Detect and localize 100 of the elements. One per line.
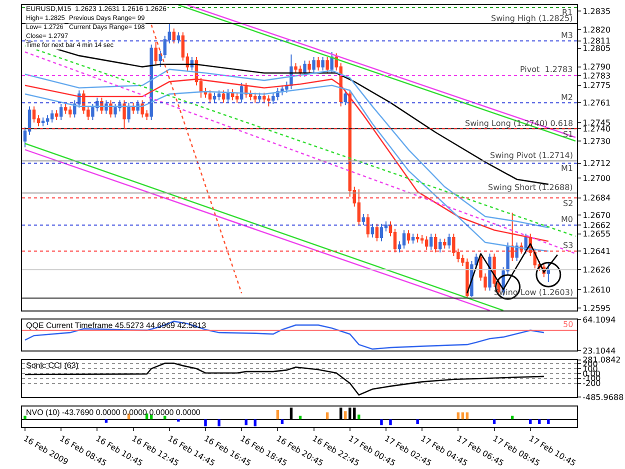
candlestick xyxy=(235,92,239,104)
bar xyxy=(466,412,469,420)
y-tick-label: 1.2835 xyxy=(582,6,611,16)
candlestick xyxy=(32,106,36,123)
bar xyxy=(326,412,329,420)
candlestick xyxy=(366,214,370,238)
bar xyxy=(276,410,280,420)
candlestick xyxy=(122,100,126,130)
candlestick xyxy=(127,102,130,123)
y-tick-label: 1.2805 xyxy=(582,44,611,54)
bar xyxy=(344,411,347,420)
candlestick xyxy=(41,117,45,127)
y-tick-label: 1.2684 xyxy=(582,194,611,203)
candlestick xyxy=(546,262,550,283)
candlestick xyxy=(212,92,216,104)
bar xyxy=(456,412,460,420)
candlestick xyxy=(402,230,406,250)
candlestick xyxy=(104,100,108,114)
candlestick xyxy=(370,223,374,238)
candlestick xyxy=(430,233,433,250)
ref-line-label: M2 xyxy=(561,93,573,102)
candlestick xyxy=(158,50,162,68)
ref-line-label: Swing Short (1.2688) xyxy=(488,183,573,192)
bar xyxy=(358,414,360,420)
candlestick xyxy=(443,238,446,250)
y-tick-label: 1.2670 xyxy=(582,211,611,220)
candlestick xyxy=(316,56,320,72)
candlestick xyxy=(132,102,135,114)
bar xyxy=(164,416,166,420)
candlestick xyxy=(375,223,379,242)
candlestick xyxy=(208,90,212,104)
candlestick xyxy=(60,103,63,121)
candlestick xyxy=(136,100,140,114)
y-tick-label: 1.2700 xyxy=(582,174,611,183)
bar xyxy=(254,419,256,426)
y-tick-label: 23.1044 xyxy=(582,346,616,356)
y-tick-label: 1.2783 xyxy=(582,71,611,80)
line-series xyxy=(24,362,545,396)
bar xyxy=(177,419,180,422)
bar xyxy=(461,412,464,420)
candlestick xyxy=(172,28,176,44)
y-tick-label: -485.9688 xyxy=(582,393,624,402)
bar xyxy=(104,419,108,423)
bar xyxy=(389,419,392,426)
y-tick-label: 1.2626 xyxy=(582,265,611,274)
y-tick-label: 1.2595 xyxy=(582,304,611,313)
candlestick xyxy=(154,42,158,65)
y-tick-label: 64.1094 xyxy=(582,316,616,325)
bar xyxy=(380,419,383,426)
candlestick xyxy=(303,60,306,78)
bar xyxy=(538,419,541,424)
y-tick-label: 1.2610 xyxy=(582,285,611,294)
ref-line-label: M1 xyxy=(561,164,573,173)
candlestick xyxy=(344,90,347,106)
ref-line-label: Pivot 1.2783 xyxy=(520,65,573,74)
candlestick xyxy=(416,233,420,243)
y-tick-label: 1.2662 xyxy=(582,220,611,230)
candlestick xyxy=(258,92,262,104)
y-tick-label: 1.2775 xyxy=(582,81,611,90)
candlestick xyxy=(308,60,311,74)
candlestick xyxy=(176,32,180,44)
candlestick xyxy=(424,236,428,250)
candlestick xyxy=(488,253,492,292)
y-tick-label: 1.2761 xyxy=(582,98,611,108)
bar xyxy=(218,419,220,426)
candlestick xyxy=(50,110,54,123)
candlestick xyxy=(438,238,442,253)
candlestick xyxy=(64,103,68,114)
candlestick xyxy=(226,88,230,104)
ref-line-label: M0 xyxy=(561,215,573,224)
candlestick xyxy=(434,233,438,253)
candlestick xyxy=(217,90,221,101)
bar xyxy=(416,419,419,424)
y-tick-label: 1.2712 xyxy=(582,159,611,168)
chart-title: Sonic CCI (63) xyxy=(26,361,79,370)
line-series xyxy=(24,320,545,350)
candlestick xyxy=(312,56,316,74)
candlestick xyxy=(240,82,244,104)
ref-line-label: S3 xyxy=(563,241,574,250)
bar xyxy=(547,419,550,424)
y-tick-label: 1.2641 xyxy=(582,246,611,256)
ref-line-label: Swing Pivot (1.2714) xyxy=(490,151,573,160)
candlestick xyxy=(222,90,226,104)
ref-line-label: Swing High (1.2825) xyxy=(491,14,573,23)
candlestick xyxy=(362,214,366,226)
candlestick xyxy=(326,56,329,74)
ref-line-label: M3 xyxy=(561,31,573,40)
candlestick xyxy=(330,51,334,74)
bar xyxy=(510,416,514,420)
candlestick xyxy=(411,233,415,244)
y-tick-label: 1.2820 xyxy=(582,26,611,35)
ref-line-label: 50 xyxy=(563,320,574,329)
ref-line-label: S2 xyxy=(563,199,574,208)
y-tick-label: 1.2655 xyxy=(582,230,611,239)
candlestick xyxy=(357,188,361,226)
candlestick xyxy=(406,230,410,244)
candlestick xyxy=(109,100,112,118)
candlestick xyxy=(448,233,451,250)
y-tick-label: 1.2730 xyxy=(582,136,611,146)
bar xyxy=(298,416,302,420)
